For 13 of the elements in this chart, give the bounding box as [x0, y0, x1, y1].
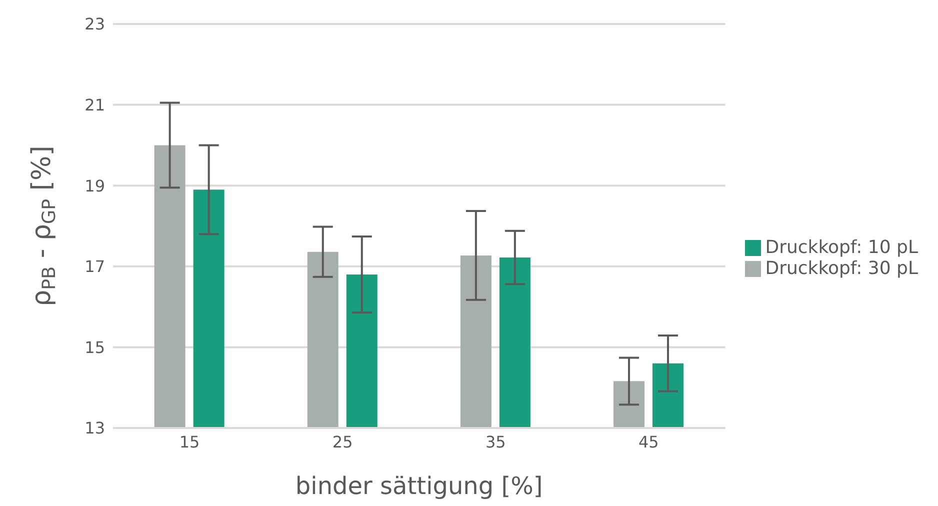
x-tick-label: 25: [332, 432, 353, 452]
y-tick-label: 13: [84, 418, 105, 438]
legend-label: Druckkopf: 30 pL: [765, 258, 918, 279]
y-tick-label: 23: [84, 14, 105, 34]
x-tick-label: 45: [638, 432, 659, 452]
legend-label: Druckkopf: 10 pL: [765, 237, 918, 258]
x-tick-label: 15: [179, 432, 200, 452]
y-tick-label: 17: [84, 257, 105, 276]
x-axis-title: binder sättigung [%]: [295, 472, 543, 500]
x-tick-label: 35: [485, 432, 506, 452]
y-tick-label: 21: [84, 95, 105, 114]
y-tick-label: 19: [84, 176, 105, 196]
y-tick-label: 15: [84, 338, 105, 357]
